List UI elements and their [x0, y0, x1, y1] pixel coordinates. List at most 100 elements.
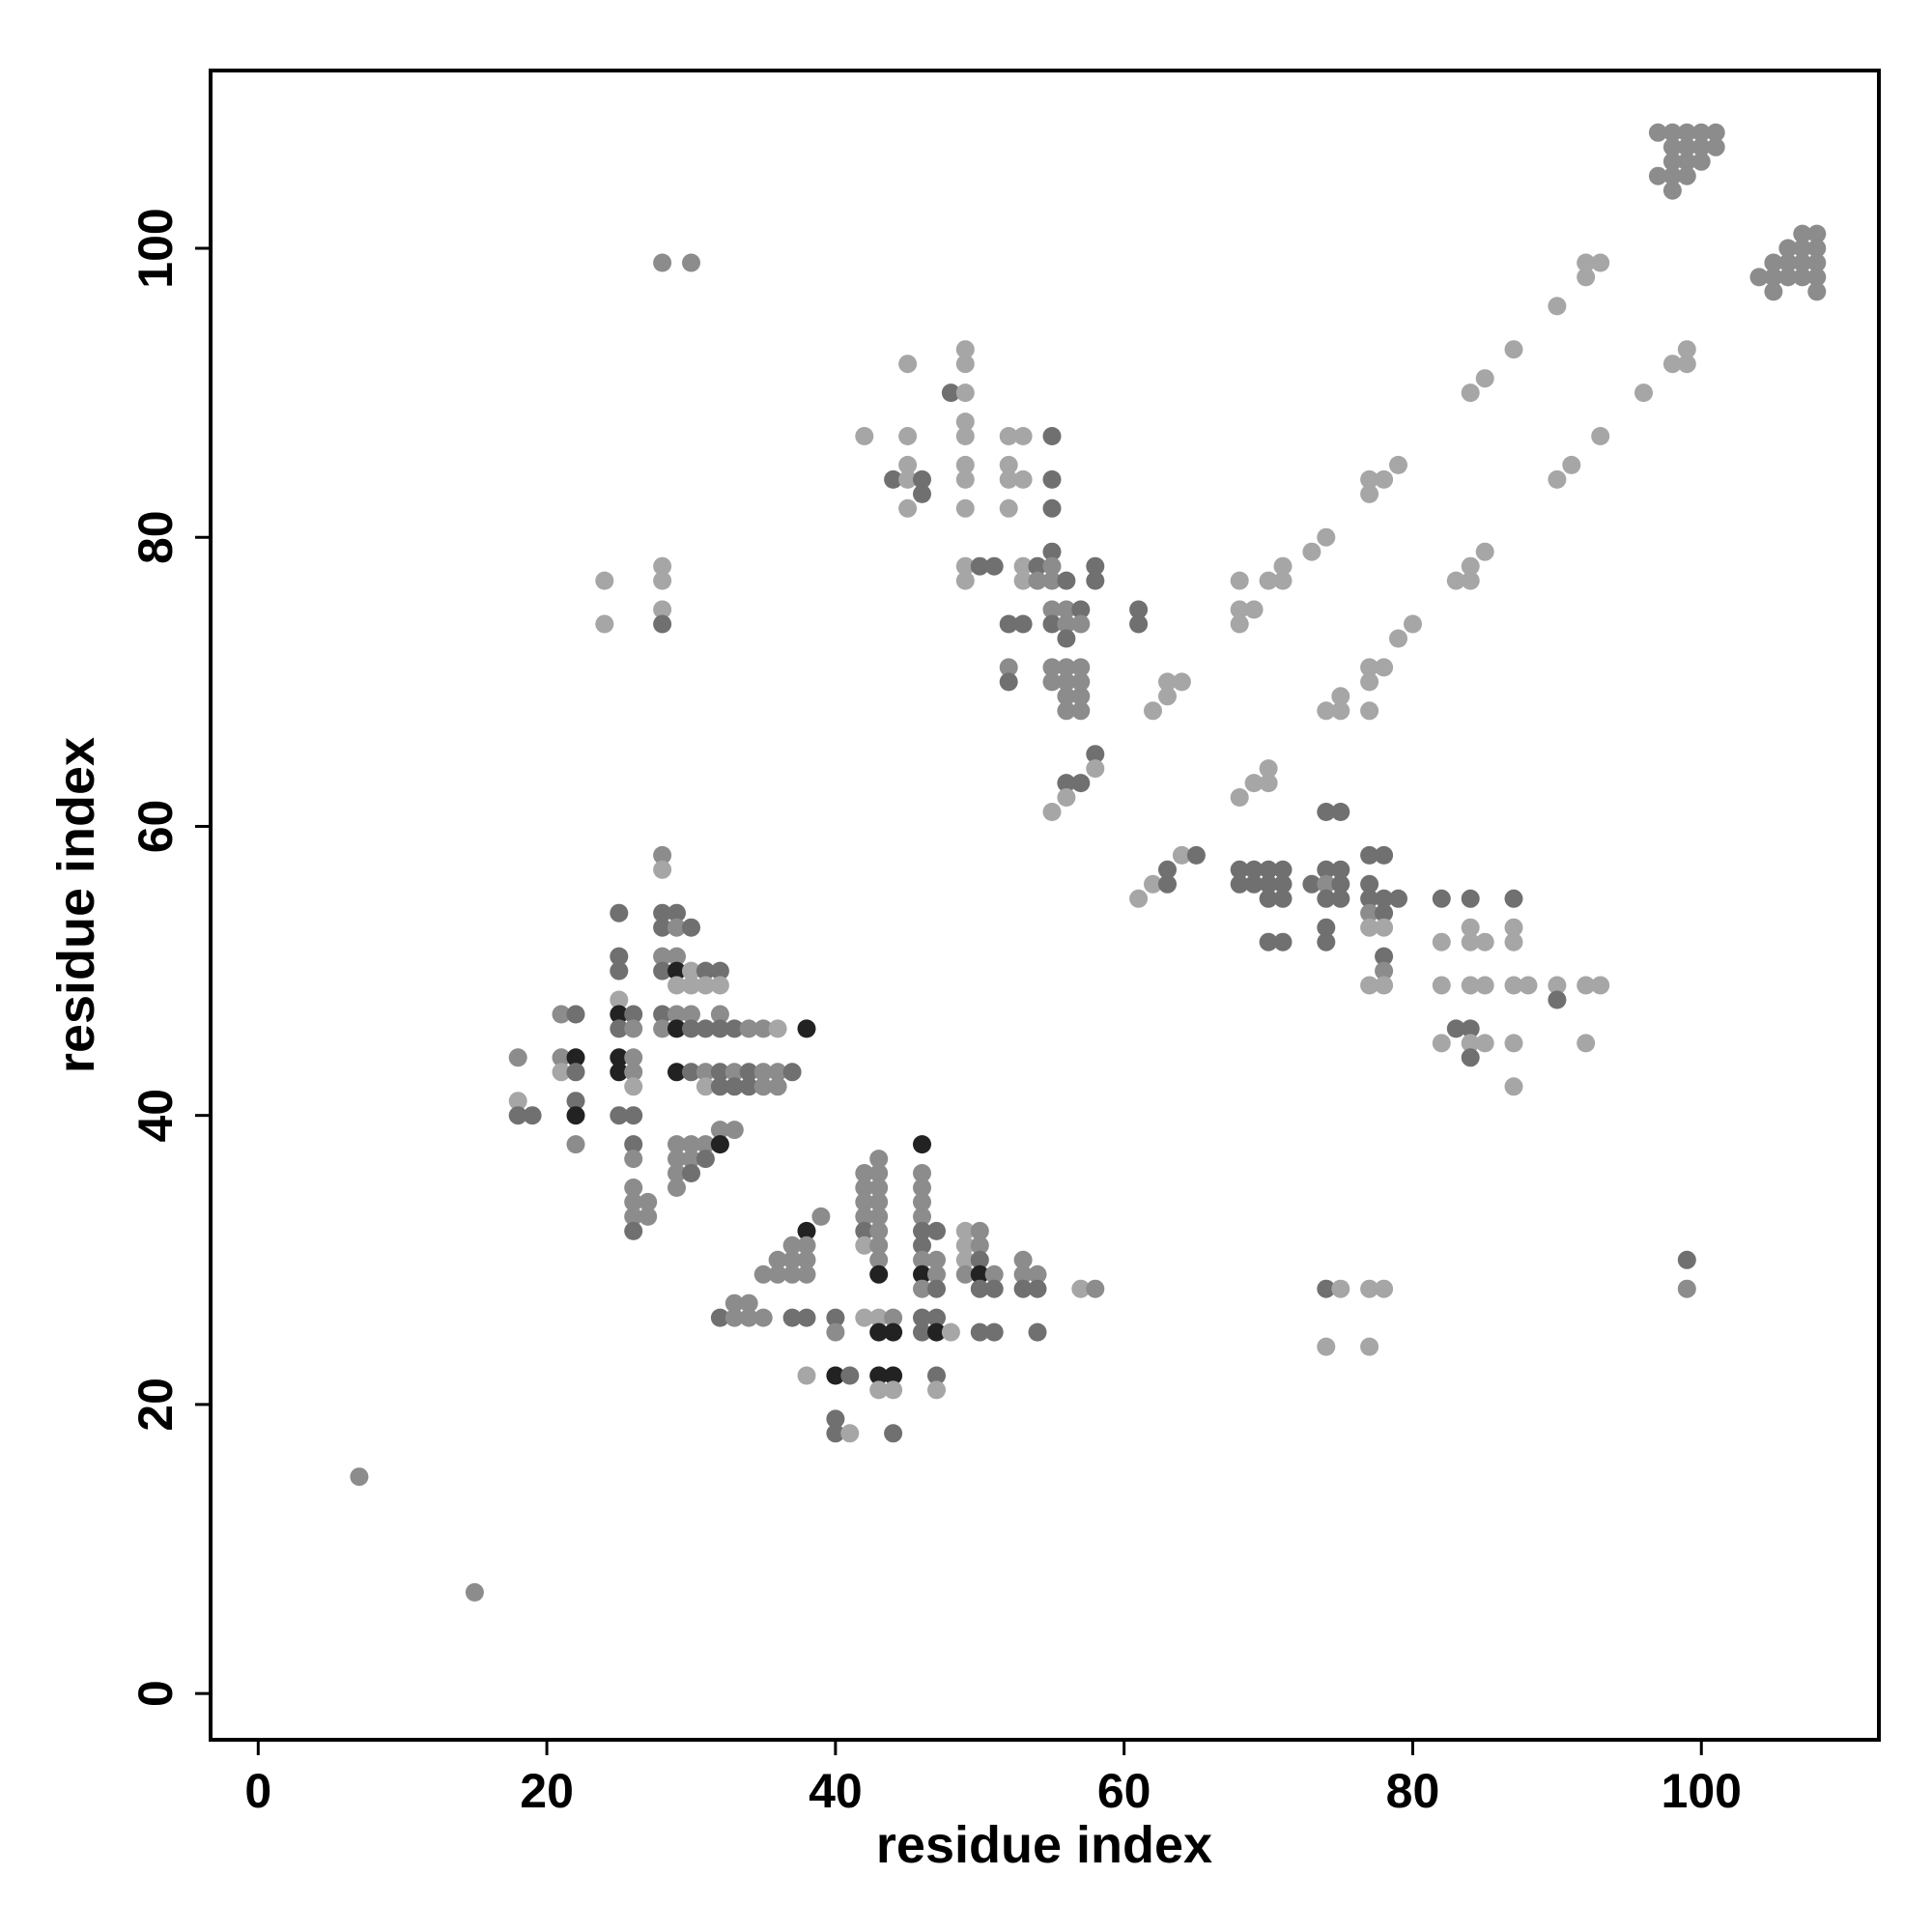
data-point — [1706, 137, 1725, 156]
data-point — [1013, 469, 1033, 489]
data-point — [1591, 976, 1610, 995]
data-point — [1259, 759, 1278, 779]
data-point — [1360, 672, 1379, 692]
data-point — [955, 384, 975, 403]
data-point — [1677, 1250, 1696, 1269]
data-point — [927, 1221, 946, 1240]
data-point — [840, 1424, 860, 1443]
data-point — [653, 556, 672, 576]
data-point — [1086, 556, 1105, 576]
data-point — [1389, 455, 1407, 474]
x-tick-label: 20 — [520, 1764, 574, 1818]
data-point — [1360, 889, 1379, 908]
data-point — [1144, 874, 1162, 894]
data-point — [955, 355, 975, 374]
data-point — [1389, 889, 1407, 908]
x-axis-title: residue index — [876, 1816, 1212, 1874]
data-point — [1273, 932, 1293, 952]
data-point — [610, 903, 629, 923]
data-point — [1360, 484, 1379, 503]
data-point — [1057, 600, 1076, 619]
data-point — [913, 1164, 931, 1182]
data-point — [782, 1264, 802, 1284]
data-point — [855, 1236, 874, 1255]
data-point — [1793, 253, 1812, 272]
data-point — [639, 1192, 658, 1211]
data-point — [1461, 1034, 1480, 1053]
data-point — [1086, 759, 1105, 779]
data-point — [1591, 427, 1610, 445]
data-point — [1764, 268, 1783, 287]
data-point — [1807, 282, 1827, 301]
data-point — [668, 903, 686, 923]
data-point — [927, 1264, 946, 1284]
data-point — [610, 990, 629, 1009]
data-point — [624, 1150, 643, 1169]
data-point — [869, 1164, 889, 1182]
data-point — [1071, 614, 1091, 634]
data-point — [710, 1121, 729, 1140]
data-point — [668, 1135, 686, 1154]
data-point — [1677, 355, 1696, 374]
data-point — [696, 961, 715, 980]
data-point — [508, 1048, 527, 1067]
data-point — [653, 918, 672, 937]
data-point — [1461, 384, 1480, 403]
data-point — [955, 1264, 975, 1284]
data-point — [913, 1250, 931, 1269]
data-point — [610, 1063, 629, 1082]
data-point — [1432, 889, 1451, 908]
data-point — [1548, 297, 1567, 316]
data-point — [1317, 803, 1336, 821]
data-point — [955, 427, 975, 445]
data-point — [1375, 961, 1394, 980]
data-point — [913, 1264, 931, 1284]
data-point — [653, 860, 672, 879]
data-point — [1259, 874, 1278, 894]
data-point — [1317, 1279, 1336, 1298]
data-point — [1807, 253, 1827, 272]
data-point — [869, 1150, 889, 1169]
data-point — [913, 1236, 931, 1255]
data-point — [1259, 774, 1278, 793]
data-point — [1013, 571, 1033, 590]
data-point — [1057, 672, 1076, 692]
data-point — [552, 1063, 571, 1082]
data-point — [1577, 253, 1596, 272]
data-point — [927, 1250, 946, 1269]
data-point — [1317, 527, 1336, 547]
data-point — [1375, 976, 1394, 995]
data-point — [682, 1019, 700, 1038]
data-point — [1432, 932, 1451, 952]
data-point — [710, 1005, 729, 1024]
data-point — [1519, 976, 1538, 995]
data-point — [1461, 571, 1480, 590]
data-point — [1360, 874, 1379, 894]
data-point — [1259, 932, 1278, 952]
data-point — [1691, 123, 1711, 142]
data-point — [682, 961, 700, 980]
data-point — [1042, 658, 1062, 677]
data-point — [1375, 918, 1394, 937]
data-point — [855, 1179, 874, 1197]
data-point — [1662, 181, 1682, 200]
data-point — [668, 947, 686, 966]
data-point — [782, 1250, 802, 1269]
data-point — [797, 1308, 816, 1327]
data-point — [682, 976, 700, 995]
data-point — [826, 1322, 845, 1342]
x-axis: 0 20 40 60 80 100 — [244, 1740, 1742, 1818]
data-point — [682, 1135, 700, 1154]
data-point — [1158, 860, 1177, 879]
data-point — [508, 1092, 527, 1111]
data-point — [668, 961, 686, 980]
data-point — [624, 1135, 643, 1154]
data-point — [1071, 600, 1091, 619]
data-point — [1375, 469, 1394, 489]
data-point — [624, 1019, 643, 1038]
data-point — [955, 340, 975, 359]
data-point — [1461, 556, 1480, 576]
data-point — [610, 1005, 629, 1024]
data-point — [1691, 152, 1711, 171]
data-point — [999, 658, 1018, 677]
